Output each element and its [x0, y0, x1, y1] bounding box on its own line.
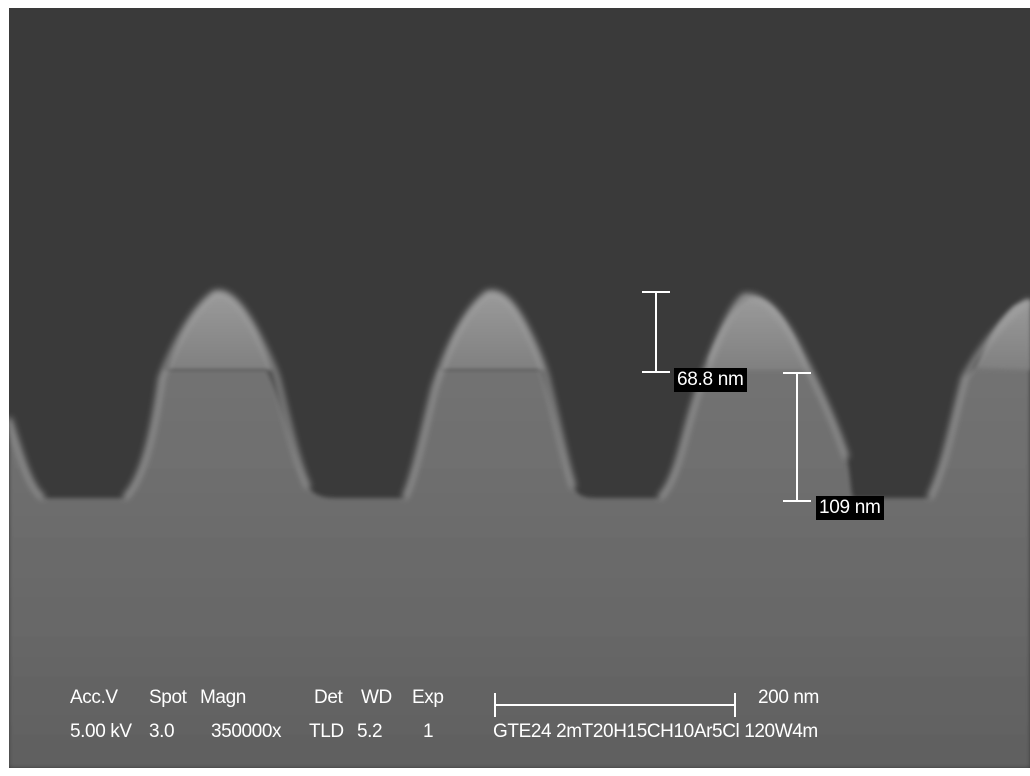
- databar-header-acc-v: Acc.V: [70, 687, 118, 708]
- databar-header-magn: Magn: [200, 687, 246, 708]
- ridge-cap-2: [441, 292, 544, 370]
- databar-value-det: TLD: [309, 721, 344, 742]
- databar-value-wd: 5.2: [357, 721, 383, 742]
- databar-header-spot: Spot: [149, 687, 187, 708]
- scale-bar: [494, 693, 736, 717]
- databar-value-exp: 1: [423, 721, 434, 742]
- measurement-bracket-lower: [783, 372, 811, 502]
- trench-profile-graphic: [9, 8, 1030, 768]
- databar-value-acc-v: 5.00 kV: [70, 721, 132, 742]
- databar-header-wd: WD: [361, 687, 392, 708]
- edge-highlights: [9, 289, 1030, 501]
- databar-header-det: Det: [314, 687, 343, 708]
- ridge-cap-4: [977, 300, 1030, 370]
- measurement-label-upper: 68.8 nm: [674, 368, 747, 392]
- sem-micrograph: 68.8 nm 109 nm Acc.V Spot Magn Det WD Ex…: [9, 8, 1030, 768]
- databar-value-spot: 3.0: [149, 721, 175, 742]
- measurement-label-lower: 109 nm: [816, 496, 884, 520]
- sample-id: GTE24 2mT20H15CH10Ar5Cl 120W4m: [493, 721, 818, 742]
- databar-header-exp: Exp: [412, 687, 444, 708]
- databar-value-magn: 350000x: [211, 721, 282, 742]
- ridge-cap-1: [167, 292, 272, 370]
- ridge-cap-3: [709, 297, 807, 370]
- ridge-substrate-body: [9, 295, 1030, 768]
- scale-bar-label: 200 nm: [758, 687, 819, 708]
- measurement-bracket-upper: [642, 291, 670, 373]
